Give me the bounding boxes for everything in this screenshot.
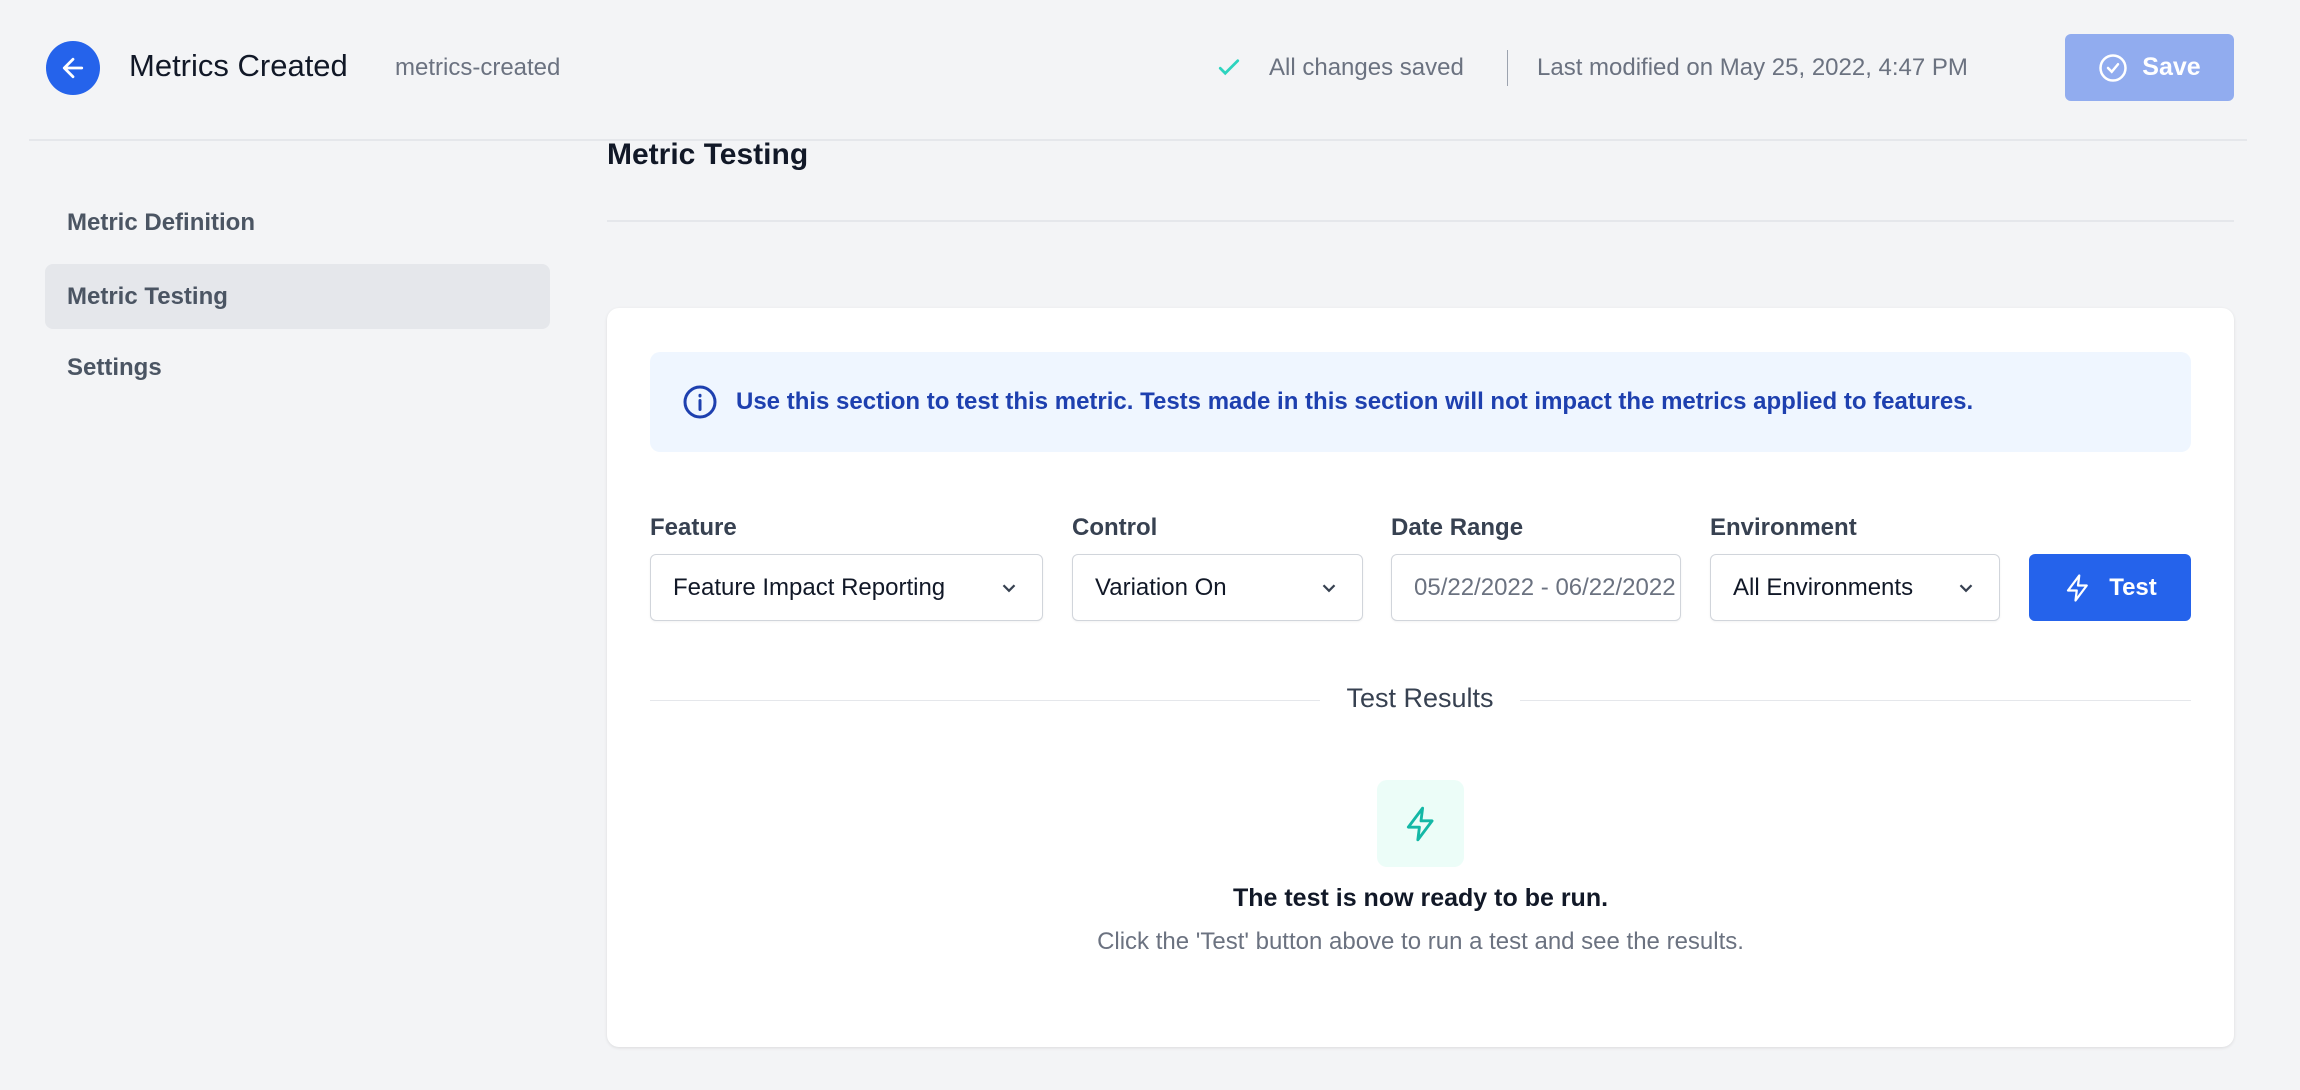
results-title: Test Results xyxy=(1320,683,1520,714)
chevron-down-icon xyxy=(1002,583,1016,592)
check-icon xyxy=(1218,59,1240,76)
info-text: Use this section to test this metric. Te… xyxy=(736,388,1974,415)
metric-slug: metrics-created xyxy=(395,54,561,81)
sidebar-item-metric-definition[interactable]: Metric Definition xyxy=(45,190,550,255)
check-circle-icon xyxy=(2099,53,2128,82)
page-title: Metrics Created xyxy=(129,48,348,83)
ready-hint: Click the 'Test' button above to run a t… xyxy=(1097,928,1744,955)
save-status: All changes saved xyxy=(1269,54,1464,81)
control-select[interactable]: Variation On xyxy=(1072,554,1363,621)
environment-select[interactable]: All Environments xyxy=(1710,554,2000,621)
back-button[interactable] xyxy=(46,41,100,95)
sidebar-item-metric-testing[interactable]: Metric Testing xyxy=(45,264,550,329)
control-value: Variation On xyxy=(1095,573,1227,601)
lightning-icon xyxy=(1406,806,1434,841)
chevron-down-icon xyxy=(1959,583,1973,592)
save-button[interactable]: Save xyxy=(2065,34,2234,101)
date-range-input[interactable]: 05/22/2022 - 06/22/2022 xyxy=(1391,554,1681,621)
header-divider xyxy=(29,139,2247,141)
section-divider xyxy=(607,220,2234,222)
info-icon xyxy=(683,385,717,419)
date-range-label: Date Range xyxy=(1391,514,1524,541)
save-label: Save xyxy=(2142,53,2201,81)
arrow-left-icon xyxy=(62,57,84,79)
results-icon-box xyxy=(1377,780,1464,867)
chevron-down-icon xyxy=(1322,583,1336,592)
test-label: Test xyxy=(2109,573,2157,601)
environment-value: All Environments xyxy=(1733,573,1914,601)
sidebar-item-settings[interactable]: Settings xyxy=(45,335,550,400)
test-button[interactable]: Test xyxy=(2029,554,2191,621)
sidebar-item-label: Metric Testing xyxy=(67,282,228,310)
lightning-icon xyxy=(2067,573,2089,602)
section-heading: Metric Testing xyxy=(607,138,809,171)
last-modified: Last modified on May 25, 2022, 4:47 PM xyxy=(1537,54,1968,81)
info-banner: Use this section to test this metric. Te… xyxy=(650,352,2191,452)
feature-value: Feature Impact Reporting xyxy=(673,573,946,601)
control-label: Control xyxy=(1072,514,1158,541)
ready-message: The test is now ready to be run. xyxy=(1232,884,1609,912)
sidebar-item-label: Settings xyxy=(67,353,162,381)
sidebar-item-label: Metric Definition xyxy=(67,208,256,236)
feature-select[interactable]: Feature Impact Reporting xyxy=(650,554,1043,621)
feature-label: Feature xyxy=(650,514,737,541)
environment-label: Environment xyxy=(1710,514,1857,541)
date-range-value: 05/22/2022 - 06/22/2022 xyxy=(1414,573,1676,601)
divider xyxy=(1507,50,1508,86)
